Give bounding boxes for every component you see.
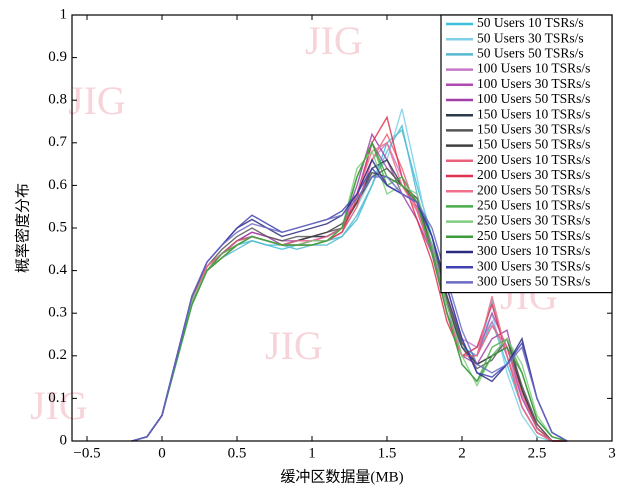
y-tick-label: 0.2: [48, 347, 67, 363]
legend-label: 250 Users 30 TSRs/s: [477, 213, 590, 228]
legend-label: 100 Users 50 TSRs/s: [477, 91, 590, 106]
watermark: JIG: [30, 383, 88, 428]
y-tick-label: 0.6: [48, 177, 67, 193]
legend-label: 300 Users 30 TSRs/s: [477, 258, 590, 273]
y-tick-label: 0.1: [48, 390, 67, 406]
x-tick-label: 1.5: [378, 445, 397, 461]
series-line: [131, 141, 567, 442]
x-tick-label: 0.5: [228, 445, 247, 461]
legend-label: 50 Users 30 TSRs/s: [477, 30, 584, 45]
legend-label: 250 Users 50 TSRs/s: [477, 228, 590, 243]
watermarks: JIG JIG JIG JIG JIG: [30, 18, 558, 428]
y-tick-label: 1: [60, 6, 68, 22]
legend-label: 200 Users 50 TSRs/s: [477, 182, 590, 197]
x-tick-label: 2.5: [528, 445, 547, 461]
legend-label: 150 Users 50 TSRs/s: [477, 137, 590, 152]
legend-label: 300 Users 10 TSRs/s: [477, 243, 590, 258]
watermark: JIG: [305, 18, 363, 63]
y-tick-label: 0.5: [48, 219, 67, 235]
x-tick-label: −0.5: [73, 445, 100, 461]
y-tick-label: 0.9: [48, 49, 67, 65]
y-axis-label: 概率密度分布: [14, 183, 31, 273]
legend-label: 200 Users 10 TSRs/s: [477, 152, 590, 167]
legend-label: 200 Users 30 TSRs/s: [477, 167, 590, 182]
legend-label: 100 Users 10 TSRs/s: [477, 61, 590, 76]
legend-label: 50 Users 10 TSRs/s: [477, 15, 584, 30]
legend-label: 300 Users 50 TSRs/s: [477, 273, 590, 288]
legend: 50 Users 10 TSRs/s50 Users 30 TSRs/s50 U…: [440, 14, 613, 294]
legend-label: 250 Users 10 TSRs/s: [477, 197, 590, 212]
x-tick-label: 2: [458, 445, 466, 461]
legend-label: 50 Users 50 TSRs/s: [477, 45, 584, 60]
y-tick-label: 0.8: [48, 92, 67, 108]
legend-box: [440, 14, 613, 294]
x-tick-label: 0: [158, 445, 166, 461]
x-axis-label: 缓冲区数据量(MB): [280, 468, 403, 485]
x-tick-label: 3: [608, 445, 616, 461]
watermark: JIG: [265, 323, 323, 368]
y-tick-label: 0.7: [48, 134, 67, 150]
legend-label: 150 Users 30 TSRs/s: [477, 121, 590, 136]
legend-label: 150 Users 10 TSRs/s: [477, 106, 590, 121]
y-tick-label: 0.3: [48, 305, 67, 321]
y-tick-label: 0: [60, 432, 68, 448]
y-tick-label: 0.4: [48, 262, 67, 278]
watermark: JIG: [68, 78, 126, 123]
x-tick-label: 1: [308, 445, 316, 461]
legend-label: 100 Users 30 TSRs/s: [477, 76, 590, 91]
series-line: [131, 176, 568, 442]
